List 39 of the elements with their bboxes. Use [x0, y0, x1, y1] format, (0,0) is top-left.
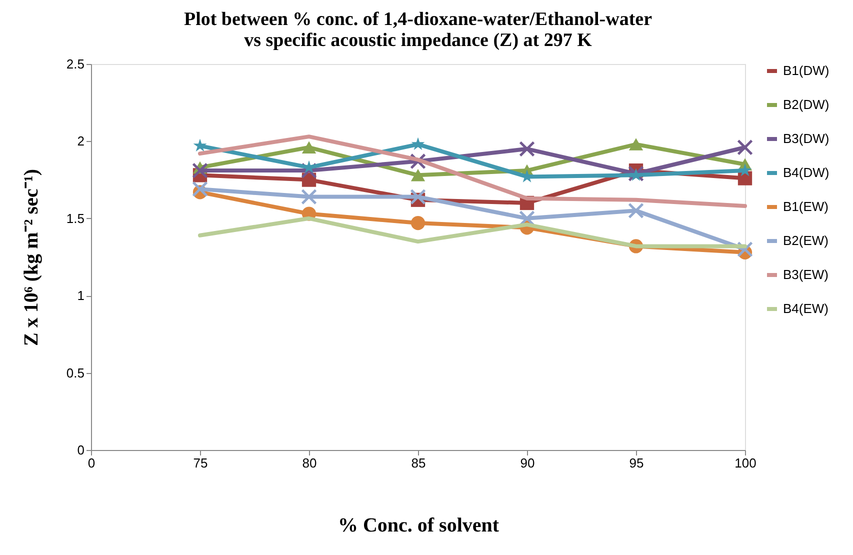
point	[410, 216, 426, 230]
point	[738, 163, 752, 176]
y-tick-label: 2	[77, 134, 84, 149]
x-tick-label: 85	[411, 456, 426, 470]
y-tick-label: 1.5	[66, 210, 84, 226]
legend-label: B3(DW)	[783, 131, 830, 146]
point	[301, 188, 317, 205]
legend-label: B3(EW)	[783, 267, 828, 282]
point	[301, 162, 317, 178]
point	[192, 162, 208, 178]
x-tick-label: 0	[88, 456, 96, 470]
point	[737, 139, 753, 156]
chart-title: Plot between % conc. of 1,4-dioxane-water/Ethanol-water vs specific acoustic impedance (Z) at 297 K	[184, 9, 653, 51]
y-tick-label: 0.5	[66, 365, 84, 380]
x-tick-label: 75	[193, 456, 208, 470]
y-tick-label: 0	[77, 442, 84, 458]
x-tick-label: 80	[302, 456, 317, 470]
point	[519, 140, 535, 157]
x-tick-label: 95	[629, 456, 644, 470]
point	[628, 202, 644, 219]
point	[302, 141, 316, 154]
point	[410, 188, 426, 205]
y-axis-title: Z x 10⁶ (kg m⁻² sec⁻¹)	[20, 169, 42, 346]
x-tick-label: 90	[520, 456, 535, 470]
point	[193, 138, 207, 152]
legend-label: B1(DW)	[783, 63, 830, 78]
legend-label: B4(EW)	[783, 301, 828, 316]
y-tick-label: 2.5	[66, 56, 84, 72]
point	[410, 169, 426, 182]
point	[411, 137, 425, 150]
legend-label: B2(DW)	[783, 97, 830, 112]
x-tick-label: 100	[734, 456, 756, 470]
legend-label: B2(EW)	[783, 233, 828, 248]
point	[192, 181, 208, 198]
legend-label: B1(EW)	[783, 199, 828, 214]
legend-label: B4(DW)	[783, 165, 830, 180]
point	[628, 138, 644, 150]
y-tick-label: 1	[77, 288, 84, 304]
x-axis-title: % Conc. of solvent	[338, 514, 500, 536]
